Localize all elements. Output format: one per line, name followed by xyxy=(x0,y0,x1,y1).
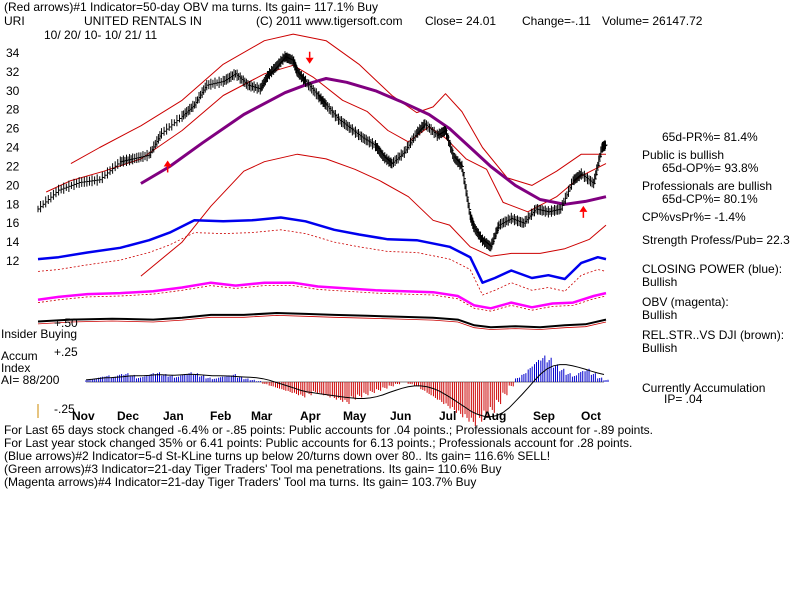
ip-value: IP= .04 xyxy=(664,392,703,406)
y-tick-label: 20 xyxy=(6,178,20,192)
relstr-ma-line xyxy=(37,315,607,330)
ticker-symbol: URI xyxy=(4,14,25,28)
obv-ma-line xyxy=(37,285,607,312)
accum-label: Accum xyxy=(1,349,38,363)
obv-status: Bullish xyxy=(642,308,678,322)
x-tick-label: Sep xyxy=(533,409,555,423)
mid-band-line xyxy=(45,64,607,213)
plus-25-label: +.25 xyxy=(54,345,78,359)
copyright: (C) 2011 www.tigersoft.com xyxy=(256,14,403,28)
insider-buying-label: Insider Buying xyxy=(1,327,78,341)
x-tick-label: Oct xyxy=(581,409,601,423)
sell-arrow-icon xyxy=(305,57,314,64)
y-tick-label: 24 xyxy=(6,141,20,155)
x-tick-label: Jan xyxy=(163,409,184,423)
cp-percent: 65d-CP%= 80.1% xyxy=(662,192,758,206)
footer-line-4: (Green arrows)#3 Indicator=21-day Tiger … xyxy=(4,462,502,476)
minus-25-label: -.25 xyxy=(54,402,75,416)
x-tick-label: Dec xyxy=(117,409,139,423)
closing-power-line xyxy=(37,216,607,284)
x-tick-label: May xyxy=(343,409,367,423)
public-status: Public is bullish xyxy=(642,148,725,162)
x-tick-label: Nov xyxy=(72,409,95,423)
moving-average-line xyxy=(140,77,607,206)
relstr-label: REL.STR..VS DJI (brown): xyxy=(642,328,785,342)
buy-arrow-icon xyxy=(579,205,588,212)
accumulation-status: Currently Accumulation xyxy=(642,381,766,395)
x-tick-label: Aug xyxy=(483,409,506,423)
obv-label: OBV (magenta): xyxy=(642,295,729,309)
ai-value: AI= 88/200 xyxy=(1,373,60,387)
x-tick-label: Mar xyxy=(251,409,273,423)
date-range: 10/ 20/ 10- 10/ 21/ 11 xyxy=(44,28,158,42)
x-tick-label: Jun xyxy=(390,409,411,423)
x-tick-label: Feb xyxy=(210,409,231,423)
upper-band-line xyxy=(70,33,606,186)
y-tick-label: 34 xyxy=(6,46,20,60)
price-change: Change=-.11 xyxy=(522,14,591,28)
buy-arrow-icon xyxy=(163,160,172,167)
footer-line-2: For Last year stock changed 35% or 6.41 … xyxy=(4,436,633,450)
close-price: Close= 24.01 xyxy=(425,14,497,28)
y-tick-label: 16 xyxy=(6,216,20,230)
y-tick-label: 30 xyxy=(6,84,20,98)
y-tick-label: 14 xyxy=(6,235,20,249)
footer-line-1: For Last 65 days stock changed -6.4% or … xyxy=(4,423,654,437)
y-tick-label: 32 xyxy=(6,65,20,79)
obv-line xyxy=(37,281,607,310)
pr-percent: 65d-PR%= 81.4% xyxy=(662,130,758,144)
y-tick-label: 28 xyxy=(6,103,20,117)
footer-line-5: (Magenta arrows)#4 Indicator=21-day Tige… xyxy=(4,475,477,489)
plus-50-label: +.50 xyxy=(54,316,78,330)
closing-power-status: Bullish xyxy=(642,275,678,289)
y-tick-label: 12 xyxy=(6,254,20,268)
relstr-status: Bullish xyxy=(642,341,678,355)
index-label: Index xyxy=(1,361,31,375)
y-tick-label: 22 xyxy=(6,159,20,173)
strength-ratio: Strength Profess/Pub= 22.3 xyxy=(642,233,790,247)
y-tick-label: 26 xyxy=(6,122,20,136)
op-percent: 65d-OP%= 93.8% xyxy=(662,161,759,175)
y-tick-label: 18 xyxy=(6,197,20,211)
company-name: UNITED RENTALS IN xyxy=(84,14,202,28)
indicator-line-1: (Red arrows)#1 Indicator=50-day OBV ma t… xyxy=(4,0,378,14)
x-tick-label: Jul xyxy=(439,409,456,423)
pro-status: Professionals are bullish xyxy=(642,179,773,193)
closing-power-ma-line xyxy=(37,229,607,296)
x-tick-label: Apr xyxy=(300,409,321,423)
volume: Volume= 26147.72 xyxy=(602,14,703,28)
closing-power-label: CLOSING POWER (blue): xyxy=(642,262,783,276)
footer-line-3: (Blue arrows)#2 Indicator=5-d St-KLine t… xyxy=(4,449,551,463)
lower-band-line xyxy=(140,153,607,277)
accum-ma-line xyxy=(85,364,605,418)
relative-strength-line xyxy=(37,312,607,329)
cp-vs-pr: CP%vsPr%= -1.4% xyxy=(642,210,746,224)
